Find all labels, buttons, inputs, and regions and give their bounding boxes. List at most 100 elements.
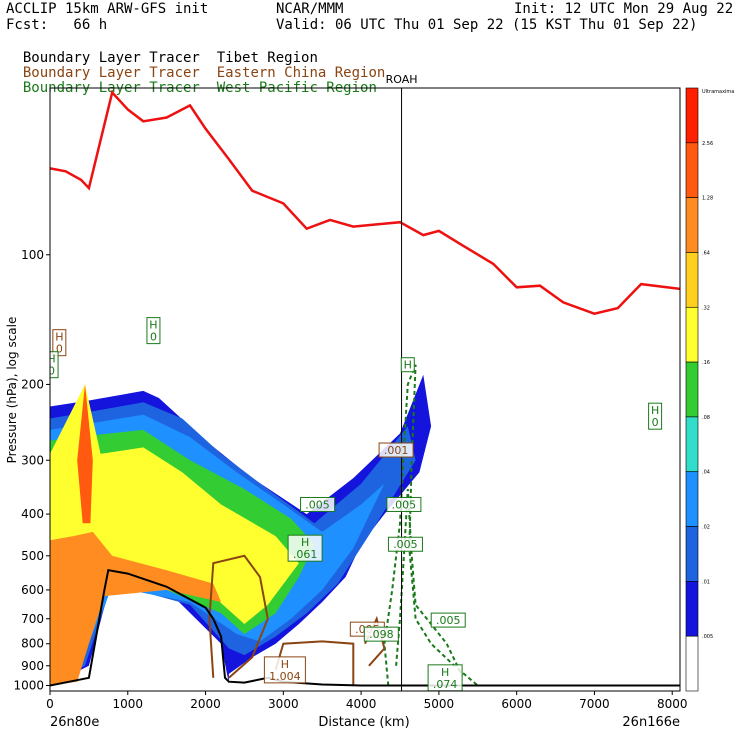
legend-region: Tibet Region [216,50,318,66]
svg-text:.098: .098 [369,628,394,641]
svg-text:H: H [404,359,412,372]
colorbar-tick-label: 2.56 [702,141,713,147]
y-tick-label: 200 [21,377,44,391]
x-tick-label: 5000 [424,697,455,711]
y-tick-label: 300 [21,453,44,467]
tracer-shading-region [50,531,222,686]
x-tick-label: 6000 [501,697,532,711]
svg-text:.061: .061 [293,548,318,561]
legend-title: Boundary Layer Tracer [22,50,200,66]
legend-entry-tibet: Boundary Layer Tracer Tibet Region [6,36,318,66]
contour-value-label: H0 [648,402,663,430]
contour-value-label: .001 [378,442,414,458]
colorbar-tick-label: 1.28 [702,196,713,202]
station-label: ROAH [386,73,418,86]
x-tick-label: 2000 [190,697,221,711]
svg-text:H: H [281,658,289,671]
colorbar-segment [685,142,699,198]
colorbar-segment [685,416,699,473]
legend-entry-eastern-china: Boundary Layer Tracer Eastern China Regi… [6,51,385,81]
x-tick-label: 1000 [113,697,144,711]
y-tick-label: 700 [21,612,44,626]
svg-text:H: H [47,353,55,366]
contour-value-label: H [400,357,415,373]
colorbar-segment [685,197,699,253]
contour-value-label: H0 [146,317,161,345]
header-line1-right: Init: 12 UTC Mon 29 Aug 22 [514,1,734,17]
colorbar-segment [685,87,699,144]
colorbar-tick-label: Ultramaxima [702,89,734,95]
x-tick-label: 7000 [579,697,610,711]
legend-title: Boundary Layer Tracer [22,65,200,81]
svg-text:1.004: 1.004 [269,670,301,683]
contour-value-label: .005 [300,496,336,512]
svg-text:.005: .005 [393,538,418,551]
svg-text:.005: .005 [392,498,417,511]
colorbar-segment [685,361,699,418]
y-tick-label: 400 [21,507,44,521]
contour-value-label: H.074 [427,664,463,691]
colorbar-tick-label: .01 [702,579,710,585]
x-tick-label: 8000 [657,697,688,711]
eastern-china-contour [274,640,355,686]
tracer-shading-region [50,384,299,666]
colorbar-segment [685,252,699,308]
terrain-line [50,569,680,687]
colorbar-segment [685,471,699,527]
x-axis-label: Distance (km) [318,715,409,730]
svg-text:H: H [55,331,63,344]
contour-value-label: .005 [386,496,422,512]
y-tick-label: 900 [21,659,44,673]
contour-value-label: H0 [52,329,67,357]
x-tick-label: 3000 [268,697,299,711]
colorbar-tick-label: .04 [702,470,710,476]
contour-value-label: .005 [387,536,423,552]
colorbar-segment [685,635,699,692]
svg-text:H: H [301,536,309,549]
contour-value-label: H0 [47,351,59,379]
y-tick-label: 600 [21,583,44,597]
colorbar-tick-label: .16 [702,360,710,366]
tracer-shading-region [77,384,93,524]
colorbar-tick-label: .005 [702,634,713,640]
legend-region: Eastern China Region [216,65,386,81]
header-line1-center: NCAR/MMM [276,1,344,17]
y-axis-label: Pressure (hPa), log scale [5,317,19,464]
header-line1-left: ACCLIP 15km ARW-GFS init [6,1,209,17]
svg-text:H: H [149,319,157,332]
contour-value-label: .005 [430,612,466,628]
tropopause-line [50,89,680,316]
colorbar-segment [685,306,699,363]
colorbar-tick-label: .64 [702,250,710,256]
y-tick-label: 500 [21,549,44,563]
svg-text:.001: .001 [384,444,409,457]
plot-frame [49,87,681,692]
y-tick-label: 1000 [13,678,44,692]
x-tick-label: 4000 [346,697,377,711]
x-tick-label: 0 [46,697,54,711]
header-line2-left: Fcst: 66 h [6,17,108,33]
colorbar-segment [685,581,699,637]
svg-text:H: H [441,666,449,679]
colorbar-tick-label: .02 [702,525,710,531]
west-pacific-contour [395,489,464,677]
svg-text:H: H [651,404,659,417]
svg-text:0: 0 [56,343,63,356]
svg-text:.074: .074 [433,678,458,691]
contour-value-label: .098 [363,626,399,642]
end-location-label: 26n166e [622,715,680,730]
eastern-china-contour [208,554,269,679]
west-pacific-contour [383,364,479,687]
colorbar-segment [685,526,699,582]
svg-text:.005: .005 [305,498,330,511]
svg-text:0: 0 [48,365,55,378]
svg-text:0: 0 [150,331,157,344]
colorbar-tick-label: .32 [702,305,710,311]
contour-value-label: H1.004 [263,656,306,684]
start-location-label: 26n80e [50,715,99,730]
y-tick-label: 100 [21,248,44,262]
svg-text:.005: .005 [436,614,461,627]
header-line2-right: Valid: 06 UTC Thu 01 Sep 22 (15 KST Thu … [276,17,698,33]
contour-value-label: H.061 [287,534,323,562]
